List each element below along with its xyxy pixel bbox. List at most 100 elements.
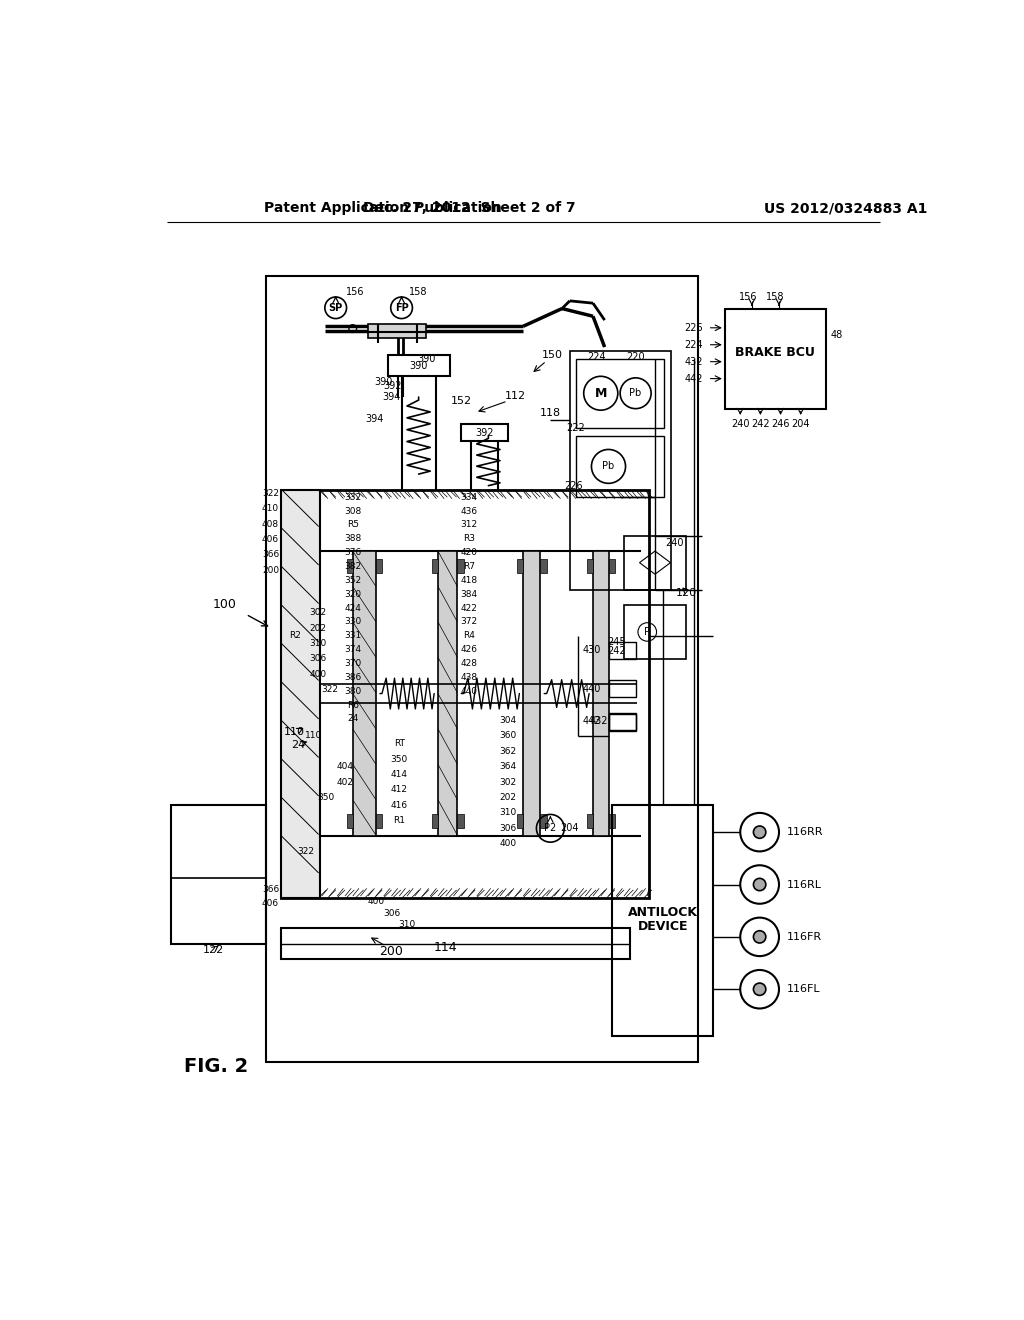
Text: 226: 226 [564,480,583,491]
Bar [541,558,547,573]
Text: 122: 122 [203,945,224,954]
Text: 432: 432 [685,356,703,367]
Text: R1: R1 [393,816,406,825]
Text: 334: 334 [461,492,477,502]
Text: 322: 322 [298,847,314,855]
Text: 100: 100 [213,598,237,611]
Text: 440: 440 [583,684,601,694]
Text: R6: R6 [347,701,358,710]
Text: 224: 224 [588,352,606,362]
Text: 366: 366 [262,550,280,560]
Text: 392: 392 [384,380,402,391]
Text: 390: 390 [375,376,393,387]
Bar [346,558,352,573]
Text: 426: 426 [461,645,477,655]
Text: 118: 118 [540,408,561,417]
Bar [624,536,686,590]
Text: 202: 202 [500,793,516,803]
Text: BRAKE BCU: BRAKE BCU [735,346,815,359]
Text: 414: 414 [391,770,408,779]
Text: 442: 442 [685,374,703,384]
Bar [282,490,649,898]
Text: 350: 350 [390,755,408,763]
Text: 152: 152 [451,396,472,407]
Text: 424: 424 [344,603,361,612]
Text: 114: 114 [434,941,458,954]
Text: 310: 310 [309,639,327,648]
Text: 306: 306 [309,655,327,664]
Text: 224: 224 [684,339,703,350]
Text: SP: SP [329,302,343,313]
Bar [541,814,547,829]
Bar [523,552,541,836]
Text: 116RL: 116RL [786,879,821,890]
Bar [376,814,382,829]
Text: 242: 242 [607,647,626,656]
Text: 366: 366 [262,886,280,895]
Text: 404: 404 [337,762,353,771]
Bar [517,558,523,573]
Bar [575,436,665,498]
Bar [376,558,382,573]
Text: R2: R2 [289,631,301,640]
Text: P2: P2 [544,824,556,833]
Text: 376: 376 [344,548,361,557]
Text: 386: 386 [344,673,361,682]
Text: 200: 200 [262,566,280,574]
Bar [608,642,636,659]
Text: M: M [595,387,607,400]
Text: 430: 430 [583,645,601,656]
Text: R5: R5 [347,520,358,529]
Text: 156: 156 [346,288,365,297]
Text: 220: 220 [627,352,645,362]
Text: 116FR: 116FR [786,932,822,942]
Text: 442: 442 [583,717,601,726]
Text: Patent Application Publication: Patent Application Publication [263,202,502,215]
Text: 302: 302 [499,777,516,787]
Text: 394: 394 [382,392,400,403]
Bar [282,928,630,960]
Bar [608,814,614,829]
Text: 202: 202 [309,623,327,632]
Text: 150: 150 [542,350,563,360]
Text: 440: 440 [461,686,477,696]
Bar [282,490,321,898]
Bar [725,309,825,409]
Text: 374: 374 [344,645,361,655]
Text: 400: 400 [368,898,385,906]
Bar [624,605,686,659]
Text: 352: 352 [344,576,361,585]
Text: R3: R3 [463,535,475,544]
Text: 312: 312 [461,520,477,529]
Bar [171,805,266,944]
Bar [432,814,438,829]
Text: RT: RT [394,739,404,748]
Text: 116RR: 116RR [786,828,823,837]
Circle shape [754,826,766,838]
Text: R4: R4 [463,631,475,640]
Bar [517,814,523,829]
Text: FP: FP [394,302,409,313]
Text: 110: 110 [305,731,323,741]
Bar [593,552,608,836]
Text: ANTILOCK: ANTILOCK [628,907,697,920]
Bar [612,805,713,1036]
Text: 390: 390 [410,360,428,371]
Text: 320: 320 [344,590,361,599]
Text: 306: 306 [383,908,400,917]
Text: 370: 370 [344,659,361,668]
Text: 392: 392 [475,428,494,437]
Text: 420: 420 [461,548,477,557]
Text: 332: 332 [344,492,361,502]
Text: 110: 110 [284,727,305,737]
Text: 156: 156 [738,292,758,302]
Text: 226: 226 [684,323,703,333]
Bar [438,552,458,836]
Text: 120: 120 [676,589,696,598]
Text: 382: 382 [344,562,361,572]
Text: 246: 246 [771,418,790,429]
Circle shape [754,931,766,942]
Bar [575,359,665,428]
Text: 222: 222 [566,422,586,433]
Text: 406: 406 [262,535,280,544]
